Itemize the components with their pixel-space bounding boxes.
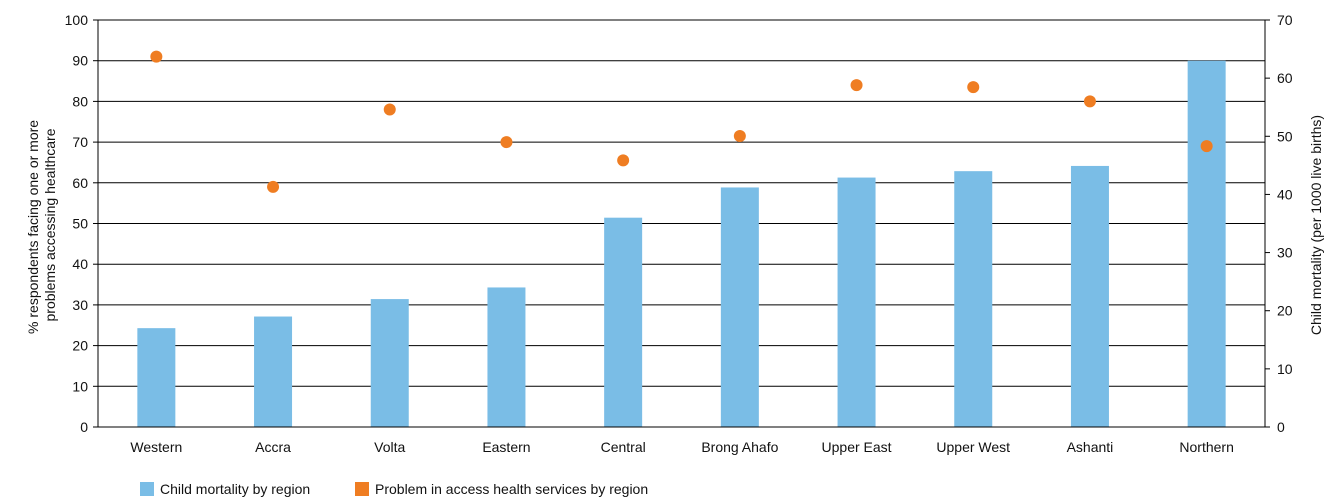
- right-tick-label: 10: [1277, 361, 1293, 377]
- left-tick-label: 60: [72, 175, 88, 191]
- left-tick-label: 80: [72, 93, 88, 109]
- left-tick-label: 40: [72, 256, 88, 272]
- right-tick-label: 0: [1277, 419, 1285, 435]
- category-label: Western: [130, 439, 182, 455]
- bar-central: [604, 217, 643, 427]
- left-axis-ticks: 0 10 20 30 40 50 60 70 80 90 100: [65, 12, 98, 435]
- point-western: [150, 50, 163, 63]
- right-tick-label: 30: [1277, 245, 1293, 261]
- left-axis-title: % respondents facing one or more problem…: [25, 116, 58, 334]
- right-tick-label: 40: [1277, 186, 1293, 202]
- right-tick-label: 20: [1277, 303, 1293, 319]
- legend: Child mortality by region Problem in acc…: [140, 481, 648, 497]
- point-northern: [1200, 140, 1213, 153]
- left-tick-label: 10: [72, 378, 88, 394]
- right-axis-ticks: 0 10 20 30 40 50 60 70: [1265, 12, 1293, 435]
- category-label: Central: [601, 439, 646, 455]
- points: [150, 50, 1213, 193]
- bar-brong-ahafo: [720, 187, 759, 427]
- point-volta: [383, 103, 396, 116]
- point-upper-west: [967, 81, 980, 94]
- bar-ashanti: [1070, 165, 1109, 427]
- point-upper-east: [850, 79, 863, 92]
- right-tick-label: 50: [1277, 128, 1293, 144]
- category-label: Volta: [374, 439, 405, 455]
- point-central: [617, 154, 630, 167]
- left-tick-label: 30: [72, 297, 88, 313]
- left-tick-label: 100: [65, 12, 89, 28]
- right-tick-label: 70: [1277, 12, 1293, 28]
- bars: [137, 60, 1226, 427]
- right-tick-label: 60: [1277, 70, 1293, 86]
- left-tick-label: 0: [80, 419, 88, 435]
- legend-label-access-problem: Problem in access health services by reg…: [375, 481, 648, 497]
- category-label: Ashanti: [1067, 439, 1114, 455]
- left-tick-label: 90: [72, 53, 88, 69]
- left-axis-title-line2: problems accessing healthcare: [42, 128, 58, 321]
- category-label: Accra: [255, 439, 291, 455]
- category-label: Eastern: [482, 439, 530, 455]
- category-label: Brong Ahafo: [701, 439, 778, 455]
- bar-upper-west: [954, 171, 993, 427]
- legend-swatch-child-mortality: [140, 482, 154, 496]
- bar-upper-east: [837, 177, 876, 427]
- legend-label-child-mortality: Child mortality by region: [160, 481, 310, 497]
- category-label: Upper East: [822, 439, 892, 455]
- left-tick-label: 50: [72, 216, 88, 232]
- category-labels: Western Accra Volta Eastern Central Brong Aha…: [130, 439, 1233, 455]
- category-label: Upper West: [936, 439, 1010, 455]
- category-label: Northern: [1179, 439, 1233, 455]
- point-ashanti: [1083, 95, 1096, 108]
- right-axis-title: Child mortality (per 1000 live births): [1308, 115, 1324, 335]
- bar-northern: [1187, 60, 1226, 427]
- legend-swatch-access-problem: [355, 482, 369, 496]
- bar-eastern: [487, 287, 526, 427]
- point-brong-ahafo: [733, 129, 746, 142]
- gridlines: [98, 19, 1265, 387]
- bar-accra: [254, 316, 293, 427]
- point-accra: [267, 180, 280, 193]
- left-tick-label: 20: [72, 338, 88, 354]
- point-eastern: [500, 136, 513, 149]
- left-axis-title-line1: % respondents facing one or more: [25, 120, 41, 334]
- bar-volta: [370, 299, 409, 427]
- bar-western: [137, 328, 176, 427]
- left-tick-label: 70: [72, 134, 88, 150]
